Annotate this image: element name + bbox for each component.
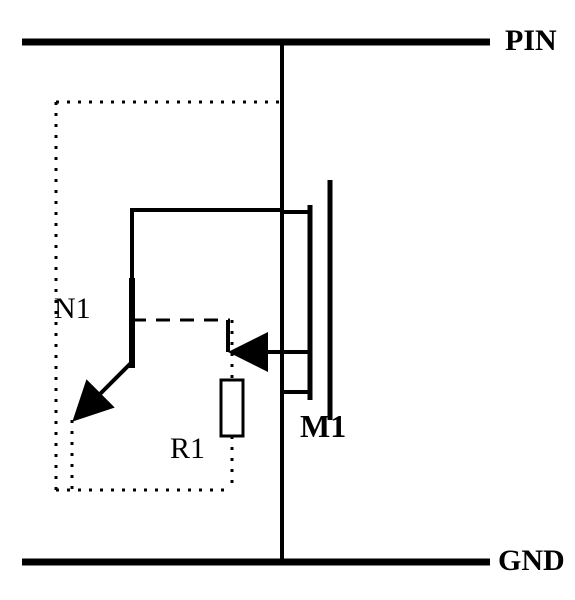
gnd-label: GND xyxy=(498,544,565,578)
pin-label: PIN xyxy=(505,24,557,58)
n1-label: N1 xyxy=(54,292,91,326)
n1-emitter-arrow xyxy=(78,362,132,416)
r1-label: R1 xyxy=(170,432,205,466)
r1-resistor xyxy=(221,380,243,436)
m1-label: M1 xyxy=(300,408,346,445)
